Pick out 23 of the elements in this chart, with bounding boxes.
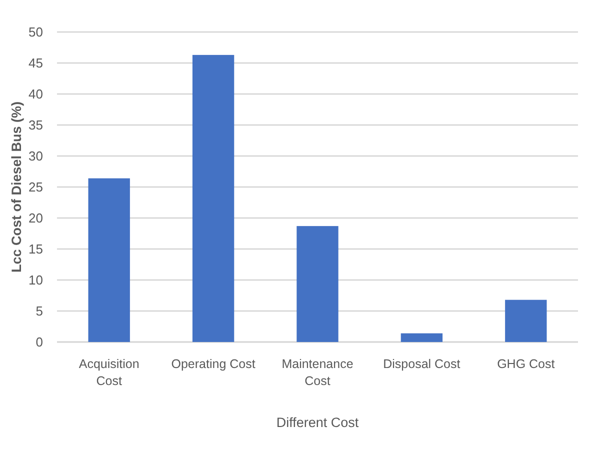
- x-tick-label: Maintenance Cost: [282, 357, 354, 388]
- bar: [192, 54, 234, 342]
- y-tick-label: 45: [28, 56, 43, 71]
- y-tick-label: 15: [28, 242, 43, 257]
- x-axis-title: Different Cost: [276, 415, 359, 430]
- x-tick-label: Operating Cost: [171, 357, 256, 371]
- bar: [400, 333, 443, 342]
- bar: [296, 226, 338, 342]
- bar: [88, 178, 130, 342]
- y-tick-label: 35: [28, 118, 43, 133]
- y-tick-label: 5: [36, 304, 43, 319]
- y-tick-label: 50: [28, 24, 43, 40]
- y-tick-label: 40: [28, 86, 43, 102]
- y-tick-label: 30: [28, 148, 43, 164]
- x-tick-label: Disposal Cost: [383, 357, 461, 371]
- y-tick-label: 25: [28, 180, 43, 195]
- y-axis-title: Lcc Cost of Diesel Bus (%): [9, 101, 24, 273]
- y-tick-label: 10: [28, 272, 43, 288]
- y-tick-label: 0: [36, 334, 43, 350]
- y-tick-label: 20: [28, 210, 43, 226]
- x-tick-label: Acquisition Cost: [78, 357, 140, 388]
- x-tick-label: GHG Cost: [497, 357, 556, 371]
- bar: [505, 300, 547, 342]
